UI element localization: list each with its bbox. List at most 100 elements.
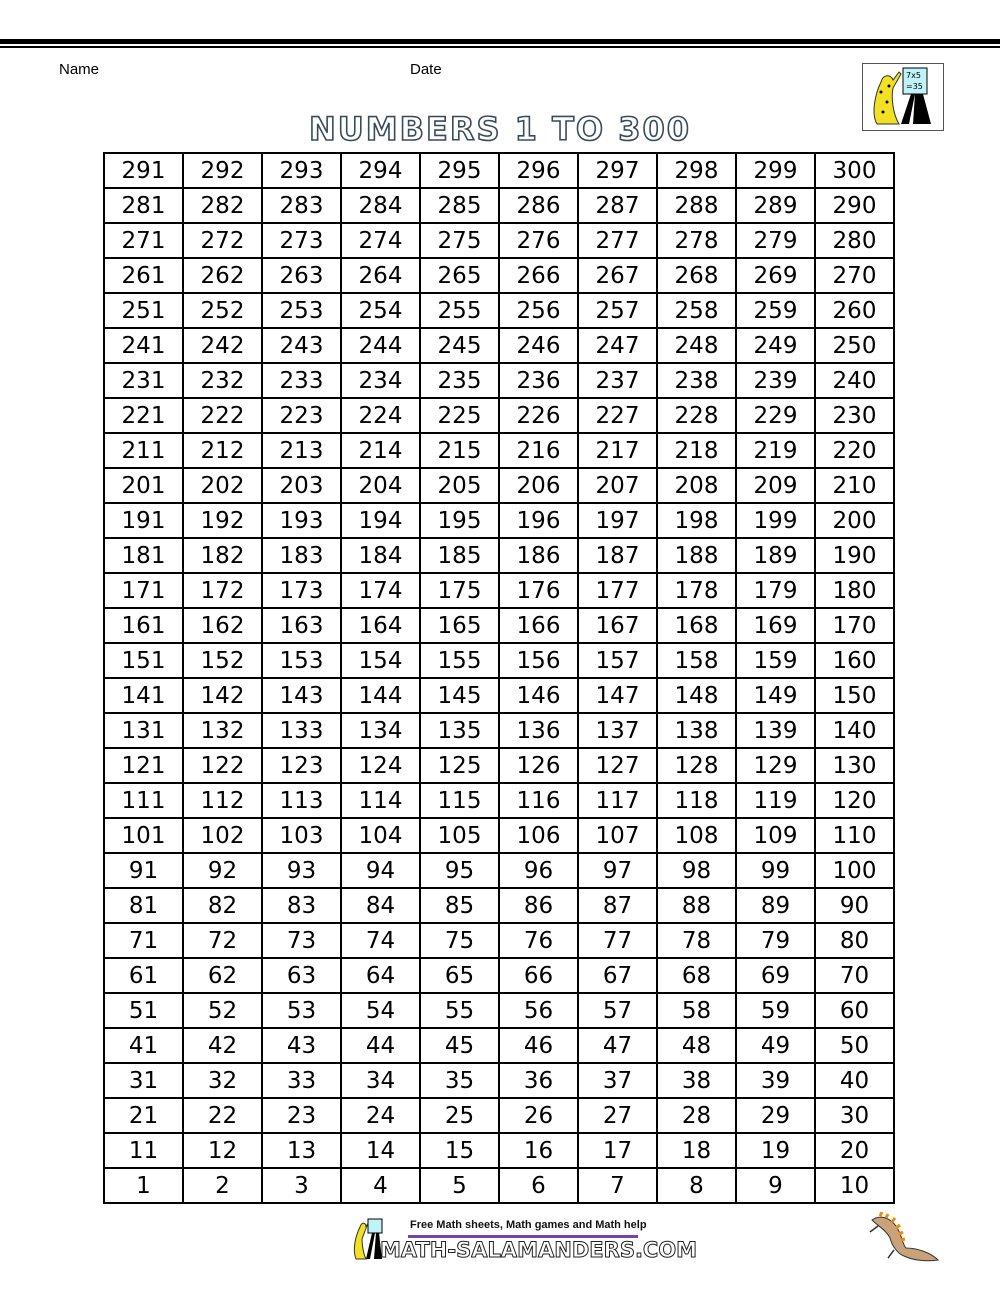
number-cell: 166	[498, 607, 579, 644]
footer-logo-icon	[352, 1217, 392, 1266]
number-cell: 286	[498, 187, 579, 224]
number-cell: 12	[182, 1132, 263, 1169]
table-row: 281 282 283 284 285 286 287 288 289 290	[103, 187, 895, 224]
number-cell: 13	[261, 1132, 342, 1169]
number-cell: 79	[735, 922, 816, 959]
number-cell: 35	[419, 1062, 500, 1099]
number-cell: 60	[814, 992, 895, 1029]
table-row: 101 102 103 104 105 106 107 108 109 110	[103, 817, 895, 854]
number-cell: 273	[261, 222, 342, 259]
number-cell: 300	[814, 152, 895, 189]
number-cell: 74	[340, 922, 421, 959]
number-cell: 3	[261, 1167, 342, 1204]
number-cell: 163	[261, 607, 342, 644]
number-cell: 90	[814, 887, 895, 924]
number-cell: 30	[814, 1097, 895, 1134]
number-cell: 278	[656, 222, 737, 259]
number-cell: 239	[735, 362, 816, 399]
footer-site-link[interactable]: MATH-SALAMANDERS.COM	[379, 1238, 698, 1263]
number-cell: 169	[735, 607, 816, 644]
number-cell: 161	[103, 607, 184, 644]
number-cell: 215	[419, 432, 500, 469]
number-cell: 151	[103, 642, 184, 679]
number-cell: 283	[261, 187, 342, 224]
number-cell: 158	[656, 642, 737, 679]
number-cell: 83	[261, 887, 342, 924]
number-cell: 219	[735, 432, 816, 469]
salamander-teacher-logo: 7x5 =35	[862, 63, 944, 131]
number-cell: 114	[340, 782, 421, 819]
number-cell: 206	[498, 467, 579, 504]
number-cell: 142	[182, 677, 263, 714]
number-cell: 139	[735, 712, 816, 749]
table-row: 271 272 273 274 275 276 277 278 279 280	[103, 222, 895, 259]
number-cell: 192	[182, 502, 263, 539]
table-row: 81 82 83 84 85 86 87 88 89 90	[103, 887, 895, 924]
number-cell: 46	[498, 1027, 579, 1064]
number-cell: 267	[577, 257, 658, 294]
number-cell: 208	[656, 467, 737, 504]
number-cell: 128	[656, 747, 737, 784]
number-cell: 10	[814, 1167, 895, 1204]
number-cell: 156	[498, 642, 579, 679]
number-cell: 153	[261, 642, 342, 679]
number-cell: 186	[498, 537, 579, 574]
number-cell: 73	[261, 922, 342, 959]
number-cell: 51	[103, 992, 184, 1029]
number-cell: 64	[340, 957, 421, 994]
number-cell: 179	[735, 572, 816, 609]
number-cell: 284	[340, 187, 421, 224]
number-cell: 85	[419, 887, 500, 924]
number-cell: 101	[103, 817, 184, 854]
number-cell: 183	[261, 537, 342, 574]
number-cell: 37	[577, 1062, 658, 1099]
top-rule-thin	[0, 46, 1000, 48]
number-cell: 16	[498, 1132, 579, 1169]
number-cell: 54	[340, 992, 421, 1029]
number-cell: 182	[182, 537, 263, 574]
number-cell: 149	[735, 677, 816, 714]
number-cell: 99	[735, 852, 816, 889]
number-cell: 25	[419, 1097, 500, 1134]
number-cell: 295	[419, 152, 500, 189]
number-cell: 18	[656, 1132, 737, 1169]
number-cell: 110	[814, 817, 895, 854]
number-cell: 137	[577, 712, 658, 749]
number-cell: 69	[735, 957, 816, 994]
number-cell: 52	[182, 992, 263, 1029]
table-row: 31 32 33 34 35 36 37 38 39 40	[103, 1062, 895, 1099]
number-cell: 200	[814, 502, 895, 539]
number-cell: 165	[419, 607, 500, 644]
number-cell: 291	[103, 152, 184, 189]
number-cell: 162	[182, 607, 263, 644]
number-cell: 272	[182, 222, 263, 259]
number-cell: 299	[735, 152, 816, 189]
number-cell: 154	[340, 642, 421, 679]
number-cell: 265	[419, 257, 500, 294]
number-cell: 88	[656, 887, 737, 924]
number-cell: 298	[656, 152, 737, 189]
number-cell: 198	[656, 502, 737, 539]
number-cell: 108	[656, 817, 737, 854]
number-cell: 112	[182, 782, 263, 819]
table-row: 291 292 293 294 295 296 297 298 299 300	[103, 152, 895, 189]
number-cell: 250	[814, 327, 895, 364]
number-cell: 146	[498, 677, 579, 714]
number-cell: 293	[261, 152, 342, 189]
number-cell: 216	[498, 432, 579, 469]
number-cell: 129	[735, 747, 816, 784]
number-cell: 259	[735, 292, 816, 329]
number-cell: 177	[577, 572, 658, 609]
footer-divider	[408, 1235, 638, 1238]
number-cell: 23	[261, 1097, 342, 1134]
number-cell: 261	[103, 257, 184, 294]
name-label: Name	[59, 61, 100, 78]
number-cell: 155	[419, 642, 500, 679]
number-cell: 185	[419, 537, 500, 574]
number-cell: 157	[577, 642, 658, 679]
number-cell: 256	[498, 292, 579, 329]
number-cell: 212	[182, 432, 263, 469]
number-cell: 296	[498, 152, 579, 189]
number-cell: 170	[814, 607, 895, 644]
number-cell: 47	[577, 1027, 658, 1064]
